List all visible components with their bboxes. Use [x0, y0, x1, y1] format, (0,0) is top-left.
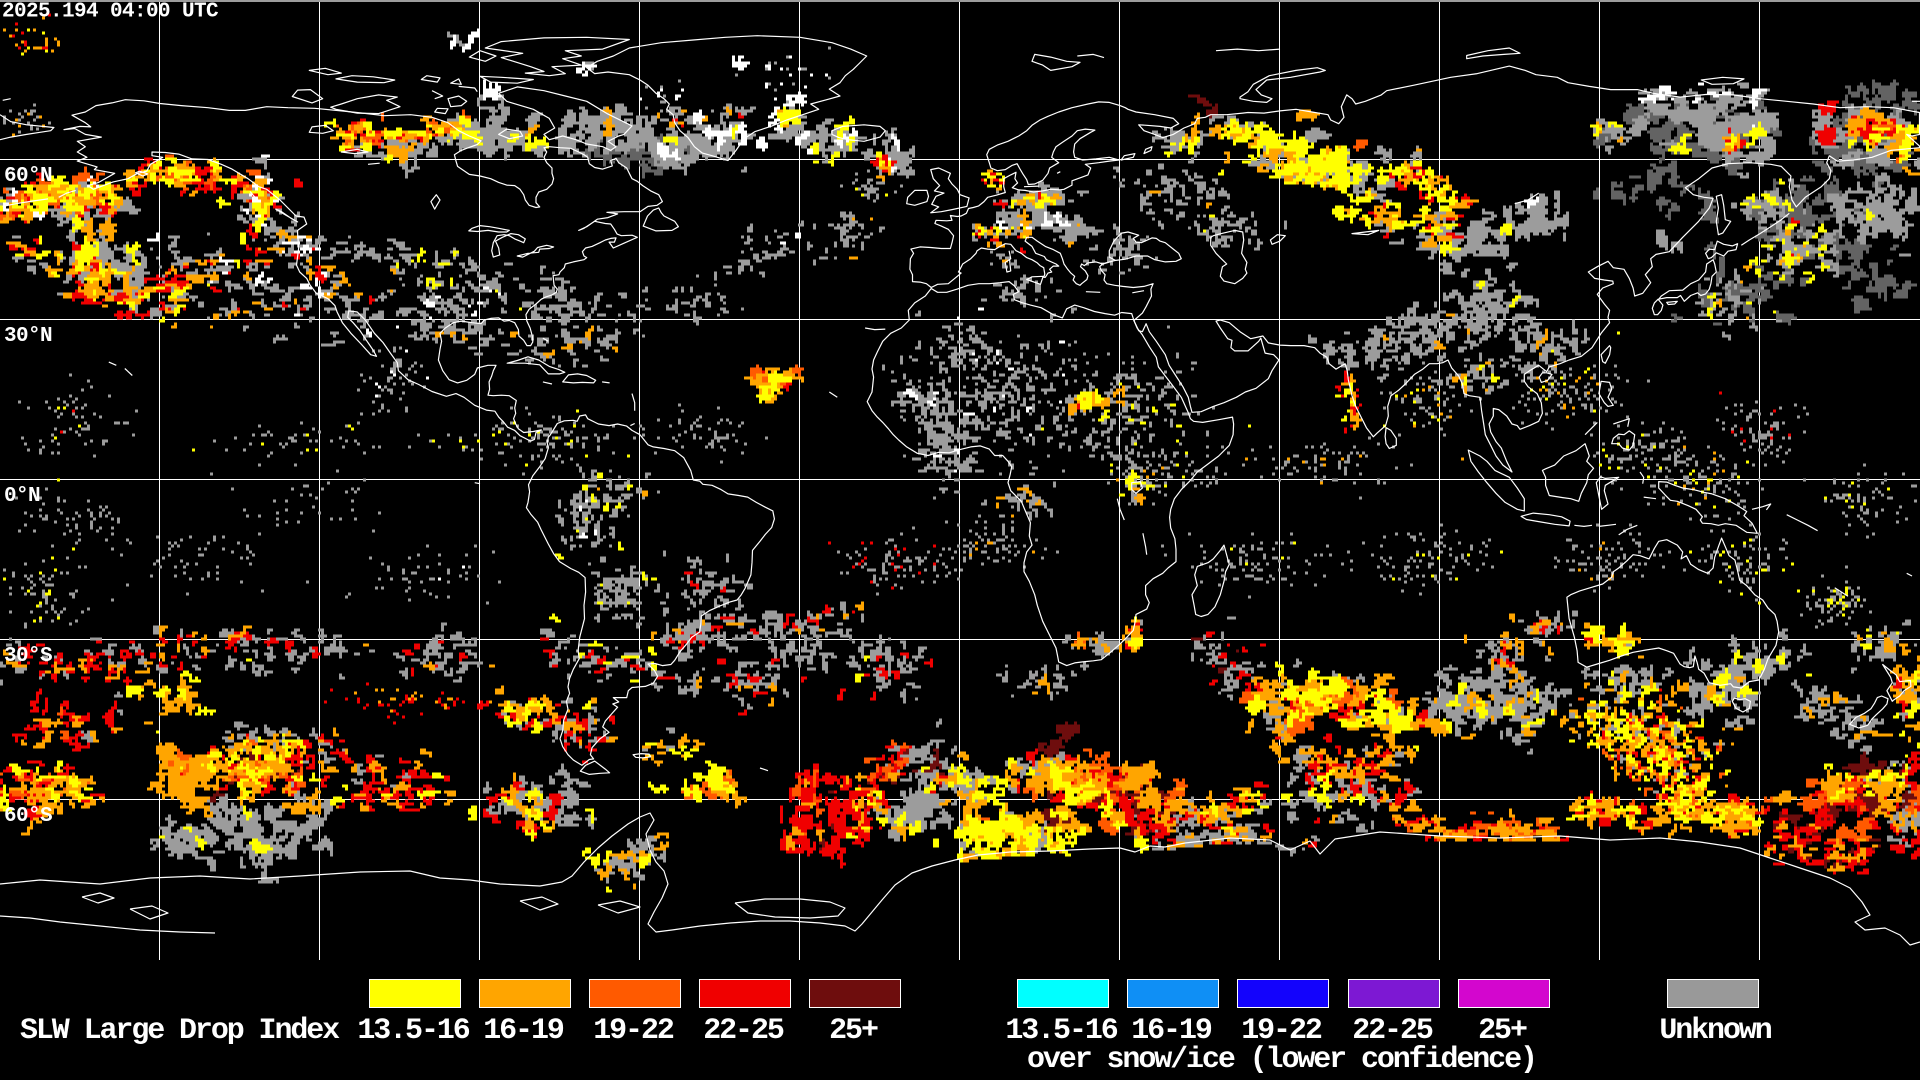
svg-text:13.5-16: 13.5-16: [1005, 1014, 1117, 1048]
svg-text:60°S: 60°S: [4, 805, 52, 828]
svg-text:22-25: 22-25: [1352, 1014, 1433, 1048]
svg-text:13.5-16: 13.5-16: [357, 1014, 469, 1048]
svg-text:2025.194 04:00 UTC: 2025.194 04:00 UTC: [2, 1, 219, 24]
svg-text:30°S: 30°S: [4, 645, 52, 668]
svg-text:16-19: 16-19: [483, 1014, 564, 1048]
svg-text:19-22: 19-22: [1241, 1014, 1322, 1048]
svg-text:Unknown: Unknown: [1659, 1014, 1771, 1048]
svg-text:30°N: 30°N: [4, 325, 52, 348]
svg-text:22-25: 22-25: [703, 1014, 784, 1048]
svg-text:over snow/ice (lower confidenc: over snow/ice (lower confidence): [1027, 1043, 1536, 1077]
svg-text:19-22: 19-22: [593, 1014, 674, 1048]
svg-text:SLW Large Drop Index: SLW Large Drop Index: [20, 1014, 340, 1048]
svg-text:16-19: 16-19: [1131, 1014, 1212, 1048]
svg-text:25+: 25+: [829, 1014, 878, 1048]
svg-text:0°N: 0°N: [4, 485, 40, 508]
svg-text:60°N: 60°N: [4, 165, 52, 188]
svg-text:25+: 25+: [1478, 1014, 1527, 1048]
